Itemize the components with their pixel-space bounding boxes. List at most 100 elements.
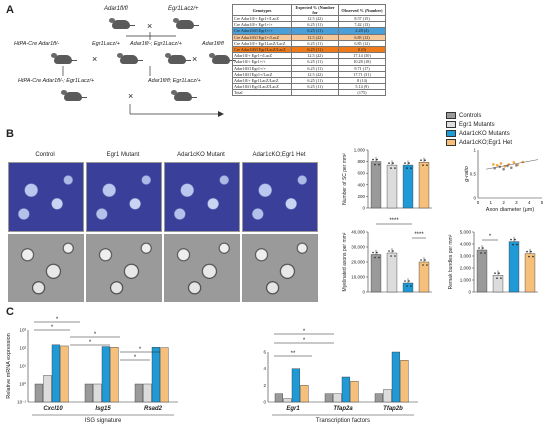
data-point <box>496 277 498 280</box>
y-tick-label: 0 <box>362 290 365 295</box>
bar <box>391 351 401 403</box>
cross-symbol: × <box>192 54 198 64</box>
bar <box>524 253 536 293</box>
bar <box>291 368 301 403</box>
scatter-point <box>509 166 513 170</box>
y-tick-label: 10² <box>19 346 26 351</box>
electron-micrograph-image <box>242 234 318 302</box>
bar <box>160 347 169 403</box>
data-point <box>498 272 500 275</box>
y-tick-label: 20,000 <box>351 260 365 265</box>
data-point <box>408 280 410 282</box>
y-axis-label: Relative mRNA expression <box>6 333 12 398</box>
data-point <box>530 250 532 253</box>
bar <box>386 164 398 209</box>
data-point <box>528 255 530 258</box>
genotype-table: Genotypes Expected % (Number for Observe… <box>232 4 386 97</box>
data-point <box>478 247 480 249</box>
data-point <box>422 164 424 166</box>
bar <box>283 398 292 403</box>
data-point <box>408 162 410 164</box>
cross-symbol: × <box>128 91 134 101</box>
data-point <box>482 247 484 249</box>
legend-swatch <box>446 139 456 146</box>
data-point <box>532 255 534 258</box>
mouse-icon <box>51 53 77 64</box>
semithin-section-image <box>242 162 318 232</box>
scatter-point <box>492 163 495 166</box>
y-tick-label: 30,000 <box>351 245 365 250</box>
mouse-icon <box>117 53 143 64</box>
significance-label: **** <box>414 232 424 238</box>
y-tick-label: 4 <box>263 366 266 371</box>
legend-item: Adar1cKO;Egr1 Het <box>446 139 512 146</box>
bar <box>300 385 309 403</box>
row2-label-2: Egr1Lacz/+ <box>92 41 120 47</box>
bar <box>324 393 334 403</box>
y-tick-label: 800 <box>357 159 365 164</box>
bar <box>374 393 384 403</box>
y-axis-label: Remak bundles per mm² <box>448 234 454 289</box>
bar <box>93 383 102 403</box>
row3-label-1: HtPA-Cre Adar1fl/-; Egr1Lacz/+ <box>18 78 95 84</box>
data-point <box>392 162 394 164</box>
scatter-point <box>512 161 516 164</box>
y-axis-label: g-ratio <box>464 166 470 182</box>
bar <box>143 383 152 403</box>
y-tick-label: 10¹ <box>19 364 26 369</box>
scatter-point <box>502 167 505 171</box>
y-tick-label: 1,000 <box>354 148 366 153</box>
panel-label-b: B <box>6 128 14 140</box>
row2-label-3: Adar1fl/-; Egr1Lacz/+ <box>130 41 182 47</box>
x-tick-label: 1 <box>490 200 493 205</box>
significance-label: **** <box>389 218 399 224</box>
bar <box>274 393 284 403</box>
y-tick-label: 6 <box>263 350 266 355</box>
data-point <box>484 252 486 254</box>
bar <box>386 252 398 293</box>
mouse-icon <box>165 53 191 64</box>
x-tick-label: 0 <box>477 200 480 205</box>
data-point <box>390 167 392 169</box>
micrograph-title: Adar1cKO;Egr1 Het <box>252 152 306 158</box>
x-tick-label: 3 <box>515 200 518 205</box>
electron-micrograph-image <box>86 234 162 302</box>
significance-label: * <box>89 340 92 346</box>
data-point <box>394 167 396 169</box>
legend-item: Egr1 Mutants <box>446 121 495 128</box>
data-point <box>374 256 376 259</box>
bar <box>476 249 488 293</box>
y-tick-label: 0 <box>263 400 266 405</box>
y-tick-label: 0.5 <box>470 172 477 177</box>
data-point <box>422 264 424 266</box>
data-point <box>394 255 396 257</box>
y-tick-label: 10⁰ <box>19 382 26 387</box>
bar <box>508 241 520 293</box>
data-point <box>424 159 426 161</box>
bar <box>402 164 414 209</box>
data-point <box>390 255 392 257</box>
y-axis-label: Myelinated axons per mm² <box>342 232 348 291</box>
cross-arrows <box>62 32 224 117</box>
significance-label: * <box>51 325 54 331</box>
legend-item: Adar1cKO Mutants <box>446 130 510 137</box>
legend-swatch <box>446 112 456 119</box>
table-cell: (175) <box>338 89 386 97</box>
x-tick-label: Isg15 <box>95 406 111 412</box>
data-point <box>404 162 406 164</box>
bar <box>333 393 342 403</box>
panel-label-c: C <box>6 306 14 318</box>
data-point <box>374 163 376 166</box>
legend-item: Controls <box>446 112 481 119</box>
bar <box>418 161 430 209</box>
semithin-section-image <box>164 162 240 232</box>
data-point <box>388 250 390 252</box>
cross-symbol: × <box>147 21 153 31</box>
mouse-icon <box>173 18 199 29</box>
bar <box>110 347 119 403</box>
data-point <box>376 158 378 161</box>
y-tick-label: 10⁻¹ <box>17 400 26 405</box>
data-point <box>372 158 374 161</box>
y-tick-label: 5,000 <box>460 230 472 235</box>
